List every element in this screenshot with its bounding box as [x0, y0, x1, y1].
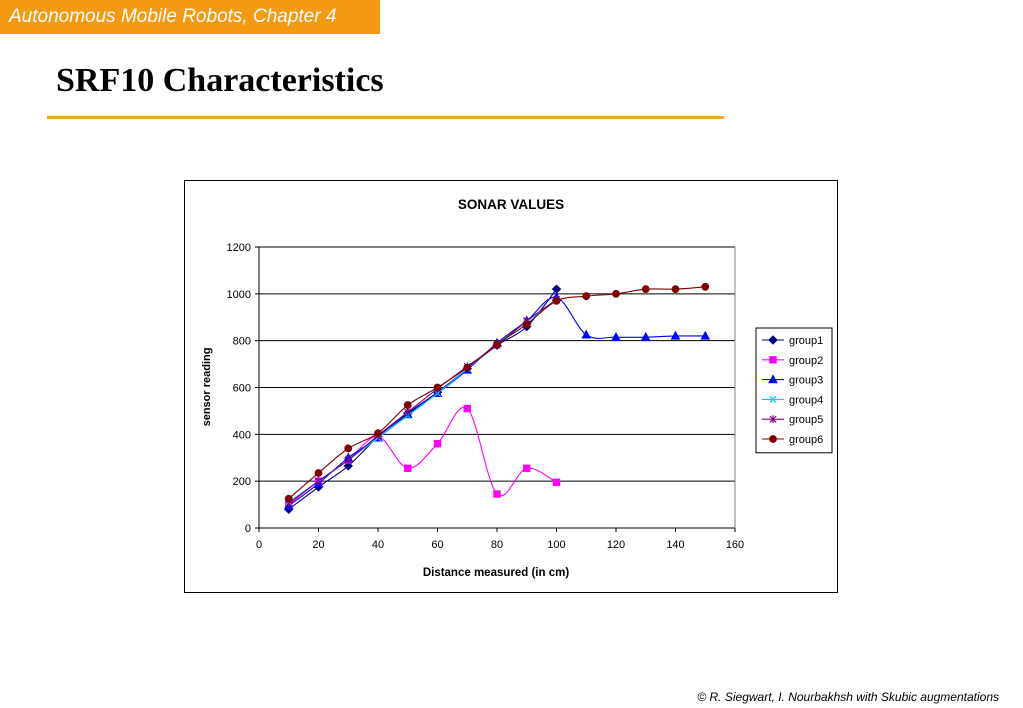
data-point — [493, 490, 501, 498]
data-point — [670, 330, 681, 340]
y-tick-label: 800 — [233, 336, 251, 348]
x-tick-label: 160 — [726, 539, 744, 551]
legend-label: group2 — [789, 355, 823, 367]
data-point — [404, 408, 412, 417]
legend-marker — [768, 335, 778, 345]
legend-label: group4 — [789, 394, 823, 406]
data-point — [343, 461, 353, 471]
slide-title: SRF10 Characteristics — [56, 62, 384, 99]
y-tick-label: 200 — [233, 476, 251, 488]
data-point — [463, 404, 471, 413]
series-group6 — [284, 282, 710, 503]
data-point — [641, 285, 650, 294]
data-point — [493, 340, 501, 349]
data-point — [581, 329, 592, 339]
series-lines — [283, 282, 711, 514]
data-point — [611, 331, 621, 341]
data-point — [433, 383, 442, 392]
data-point — [344, 456, 352, 465]
legend-item: group1 — [762, 335, 823, 347]
legend-marker — [769, 415, 777, 424]
series-group3 — [283, 292, 711, 510]
legend-marker — [769, 395, 777, 404]
x-tick-label: 20 — [312, 539, 324, 551]
data-point — [701, 282, 710, 291]
data-point — [404, 464, 412, 472]
chart-legend: group1 group2 group3 group4 group5 group6 — [755, 327, 833, 454]
footer-credit: © R. Siegwart, I. Nourbakhsh with Skubic… — [697, 690, 999, 704]
series-group1 — [284, 284, 562, 514]
legend-label: group3 — [789, 375, 823, 387]
title-divider — [47, 116, 724, 119]
chapter-tag: Autonomous Mobile Robots, Chapter 4 — [0, 0, 380, 34]
legend-item: group3 — [762, 374, 823, 387]
legend-marker — [768, 374, 778, 384]
legend-item: group5 — [762, 414, 823, 426]
data-point — [433, 440, 442, 448]
data-point — [314, 477, 323, 486]
series-line — [288, 406, 557, 506]
legend-marker — [769, 356, 777, 364]
data-point — [314, 469, 323, 477]
legend-item: group6 — [762, 434, 823, 446]
series-line — [288, 288, 557, 510]
series-line — [288, 296, 706, 507]
data-point — [284, 494, 293, 503]
axes: 0 200 400 600 800 1000 1200 0 20 40 60 80 100 120 140 1… — [227, 242, 745, 551]
legend-box — [755, 327, 833, 454]
x-tick-label: 140 — [666, 539, 684, 551]
legend-marker — [769, 435, 777, 443]
chart-title: SONAR VALUES — [458, 197, 564, 212]
data-point — [552, 296, 561, 305]
x-tick-label: 40 — [372, 539, 384, 551]
chart-frame: SONAR VALUES sensor reading Distance mea… — [184, 180, 838, 593]
legend-item: group2 — [762, 355, 823, 367]
data-point — [403, 401, 412, 409]
data-point — [522, 320, 531, 329]
data-point — [612, 289, 620, 298]
legend-item: group4 — [762, 394, 823, 406]
sonar-line-chart: SONAR VALUES sensor reading Distance mea… — [201, 197, 833, 579]
legend-label: group1 — [789, 335, 823, 347]
series-group2 — [285, 404, 561, 509]
data-point — [700, 330, 711, 340]
y-axis-label: sensor reading — [201, 348, 213, 427]
data-point — [671, 285, 680, 294]
x-tick-label: 120 — [607, 539, 625, 551]
data-point — [552, 478, 561, 487]
data-point — [582, 292, 591, 301]
data-point — [374, 429, 382, 438]
x-tick-label: 0 — [256, 539, 262, 551]
legend-label: group6 — [789, 434, 823, 446]
legend-label: group5 — [789, 414, 823, 426]
x-tick-label: 100 — [547, 539, 565, 551]
y-tick-label: 1200 — [227, 242, 251, 254]
data-point — [463, 363, 472, 372]
data-point — [523, 464, 531, 472]
x-tick-label: 60 — [431, 539, 443, 551]
x-axis-label: Distance measured (in cm) — [423, 567, 570, 579]
series-line — [288, 299, 557, 504]
x-tick-label: 80 — [491, 539, 503, 551]
data-point — [344, 444, 353, 453]
data-point — [640, 331, 651, 341]
y-tick-label: 0 — [245, 523, 251, 535]
y-tick-label: 600 — [233, 383, 251, 395]
y-tick-label: 400 — [233, 429, 251, 441]
y-tick-label: 1000 — [227, 289, 251, 301]
gridlines — [259, 246, 736, 528]
